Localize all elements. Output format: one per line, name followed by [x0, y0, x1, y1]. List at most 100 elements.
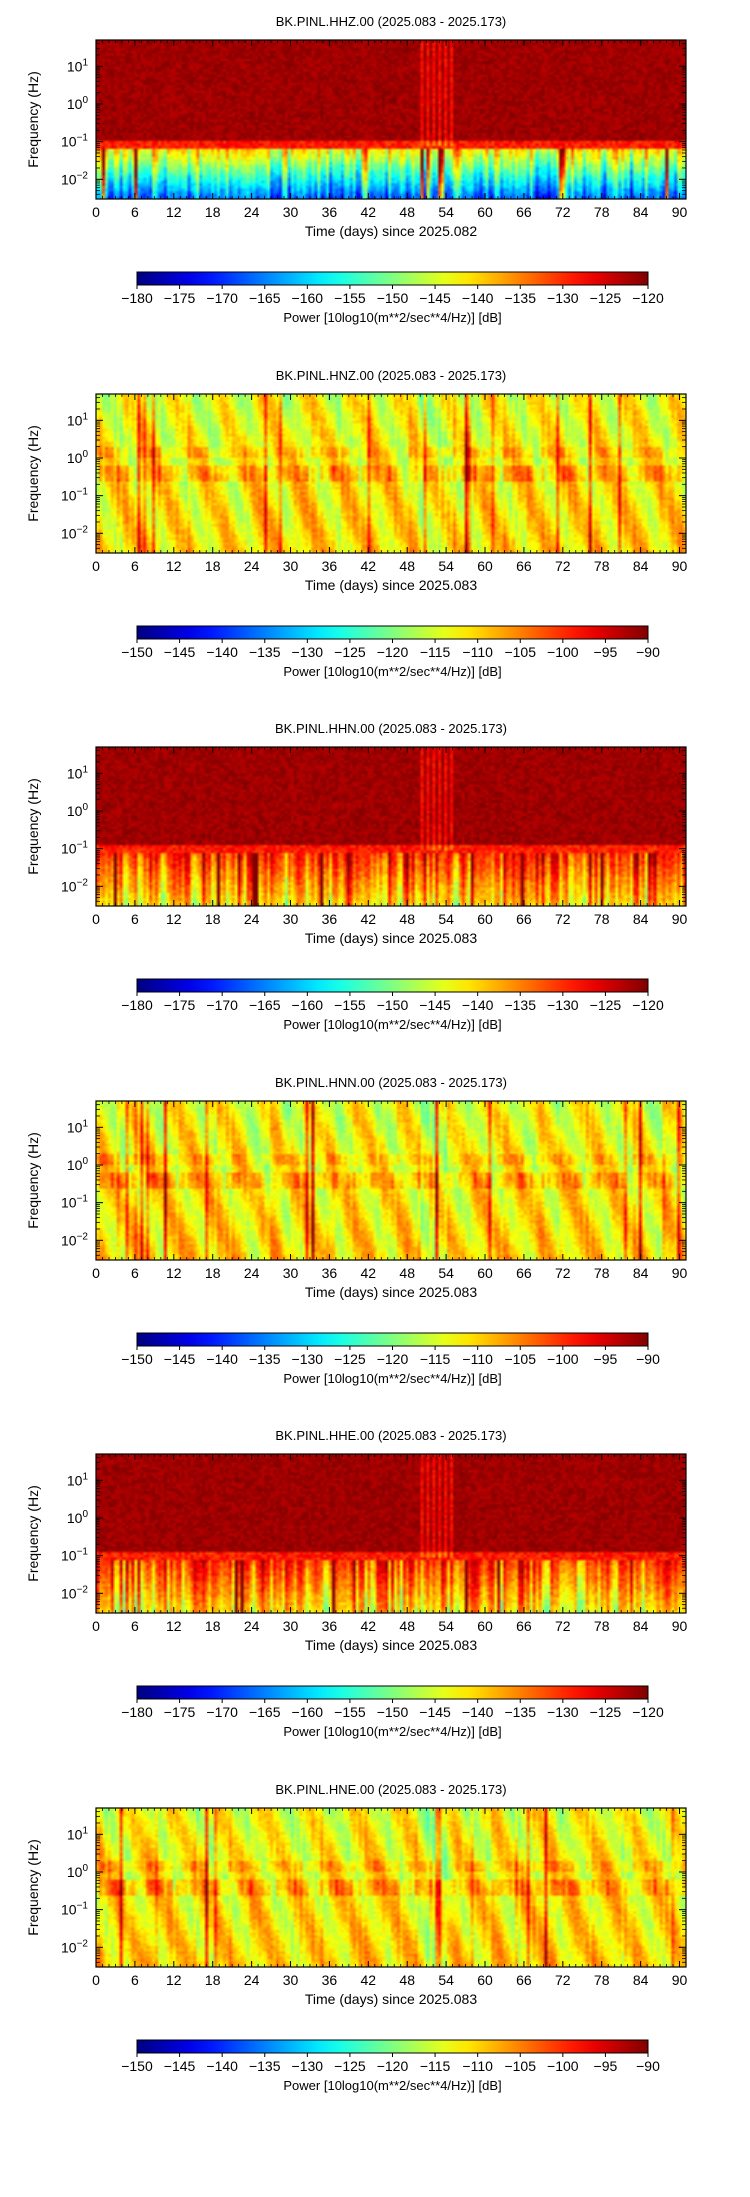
y-axis-label: Frequency (Hz) — [25, 1132, 41, 1228]
x-tick-label: 84 — [633, 558, 649, 574]
colorbar-tick-label: −130 — [547, 1704, 579, 1720]
x-tick-label: 12 — [166, 1972, 182, 1988]
x-tick-label: 66 — [516, 204, 532, 220]
y-tick-label: 10−2 — [61, 877, 88, 894]
x-axis-label: Time (days) since 2025.083 — [305, 577, 477, 593]
x-tick-label: 0 — [92, 204, 100, 220]
x-tick-label: 60 — [477, 1972, 493, 1988]
colorbar-tick-label: −90 — [636, 2058, 660, 2074]
x-axis-label: Time (days) since 2025.083 — [305, 1284, 477, 1300]
x-tick-label: 90 — [672, 1618, 688, 1634]
x-tick-label: 72 — [555, 911, 571, 927]
colorbar-tick-label: −115 — [420, 2058, 451, 2074]
colorbar-tick-label: −135 — [504, 1704, 536, 1720]
x-tick-label: 60 — [477, 1618, 493, 1634]
y-tick-label: 100 — [67, 1509, 89, 1526]
x-tick-label: 42 — [361, 911, 377, 927]
colorbar-tick-label: −170 — [206, 997, 238, 1013]
colorbar-tick-label: −150 — [377, 290, 409, 306]
colorbar-tick-label: −160 — [292, 997, 324, 1013]
colorbar-tick-label: −135 — [504, 997, 536, 1013]
colorbar — [136, 2039, 649, 2054]
chart-title: BK.PINL.HHE.00 (2025.083 - 2025.173) — [275, 1428, 506, 1443]
x-tick-label: 36 — [322, 1265, 338, 1281]
y-tick-label: 10−1 — [61, 1194, 88, 1211]
x-tick-label: 66 — [516, 1972, 532, 1988]
x-tick-label: 36 — [322, 204, 338, 220]
x-tick-label: 0 — [92, 1265, 100, 1281]
x-tick-label: 18 — [205, 1265, 221, 1281]
colorbar-label: Power [10log10(m**2/sec**4/Hz)] [dB] — [283, 1017, 501, 1032]
colorbar-tick-label: −100 — [547, 644, 579, 660]
colorbar-tick-label: −120 — [377, 2058, 409, 2074]
y-tick-label: 100 — [67, 1156, 89, 1173]
colorbar-tick-label: −180 — [121, 997, 153, 1013]
x-axis-label: Time (days) since 2025.083 — [305, 1991, 477, 2007]
colorbar-tick-label: −95 — [594, 2058, 618, 2074]
x-tick-label: 54 — [438, 558, 454, 574]
x-tick-label: 54 — [438, 1618, 454, 1634]
y-tick-label: 10−1 — [61, 487, 88, 504]
y-axis-label: Frequency (Hz) — [25, 1839, 41, 1935]
x-tick-label: 6 — [131, 558, 139, 574]
colorbar-tick-label: −150 — [121, 2058, 153, 2074]
colorbar — [136, 978, 649, 993]
plot-frame — [95, 746, 687, 907]
x-tick-label: 48 — [399, 1618, 415, 1634]
x-tick-label: 0 — [92, 1618, 100, 1634]
colorbar-tick-label: −110 — [462, 644, 493, 660]
x-tick-label: 30 — [283, 558, 299, 574]
spectrogram-panel-4: BK.PINL.HNN.00 (2025.083 - 2025.173) 0 6 12… — [25, 1075, 688, 1386]
x-tick-label: 72 — [555, 1618, 571, 1634]
colorbar-tick-label: −120 — [632, 290, 664, 306]
colorbar-tick-label: −105 — [504, 2058, 536, 2074]
x-tick-label: 24 — [244, 1618, 260, 1634]
y-tick-label: 10−1 — [61, 1547, 88, 1564]
colorbar-tick-label: −170 — [206, 290, 238, 306]
colorbar-label: Power [10log10(m**2/sec**4/Hz)] [dB] — [283, 1371, 501, 1386]
colorbar-tick-label: −145 — [164, 2058, 196, 2074]
x-tick-label: 24 — [244, 1972, 260, 1988]
x-tick-label: 84 — [633, 1618, 649, 1634]
x-tick-label: 42 — [361, 558, 377, 574]
colorbar-tick-label: −165 — [249, 290, 281, 306]
x-tick-label: 78 — [594, 1972, 610, 1988]
spectrogram-panel-6: BK.PINL.HNE.00 (2025.083 - 2025.173) 0 6 12… — [25, 1782, 688, 2093]
colorbar-tick-label: −150 — [121, 1351, 153, 1367]
spectrogram-heatmap — [96, 1808, 686, 1967]
colorbar-tick-label: −170 — [206, 1704, 238, 1720]
y-tick-label: 101 — [67, 1471, 89, 1488]
x-tick-label: 12 — [166, 204, 182, 220]
colorbar-tick-label: −100 — [547, 1351, 579, 1367]
x-tick-label: 36 — [322, 1618, 338, 1634]
x-tick-label: 48 — [399, 1265, 415, 1281]
colorbar-tick-label: −160 — [292, 1704, 324, 1720]
x-tick-label: 18 — [205, 911, 221, 927]
x-tick-label: 72 — [555, 1265, 571, 1281]
x-tick-label: 78 — [594, 911, 610, 927]
x-tick-label: 78 — [594, 1618, 610, 1634]
x-tick-label: 42 — [361, 1618, 377, 1634]
colorbar-tick-label: −140 — [206, 644, 238, 660]
x-tick-label: 72 — [555, 1972, 571, 1988]
colorbar-tick-label: −140 — [206, 1351, 238, 1367]
colorbar-label: Power [10log10(m**2/sec**4/Hz)] [dB] — [283, 664, 501, 679]
colorbar-tick-label: −145 — [419, 1704, 451, 1720]
x-tick-label: 12 — [166, 1618, 182, 1634]
x-tick-label: 54 — [438, 204, 454, 220]
colorbar-tick-label: −120 — [632, 997, 664, 1013]
x-tick-label: 42 — [361, 204, 377, 220]
x-tick-label: 18 — [205, 1972, 221, 1988]
x-tick-label: 24 — [244, 911, 260, 927]
colorbar — [136, 625, 649, 640]
x-tick-label: 6 — [131, 1972, 139, 1988]
x-tick-label: 54 — [438, 1972, 454, 1988]
plot-frame — [95, 1453, 687, 1614]
y-tick-label: 10−1 — [61, 1901, 88, 1918]
colorbar-tick-label: −145 — [419, 997, 451, 1013]
plot-frame — [95, 393, 687, 554]
x-tick-label: 42 — [361, 1265, 377, 1281]
colorbar-tick-label: −120 — [632, 1704, 664, 1720]
colorbar-tick-label: −95 — [594, 1351, 618, 1367]
x-tick-label: 84 — [633, 1972, 649, 1988]
